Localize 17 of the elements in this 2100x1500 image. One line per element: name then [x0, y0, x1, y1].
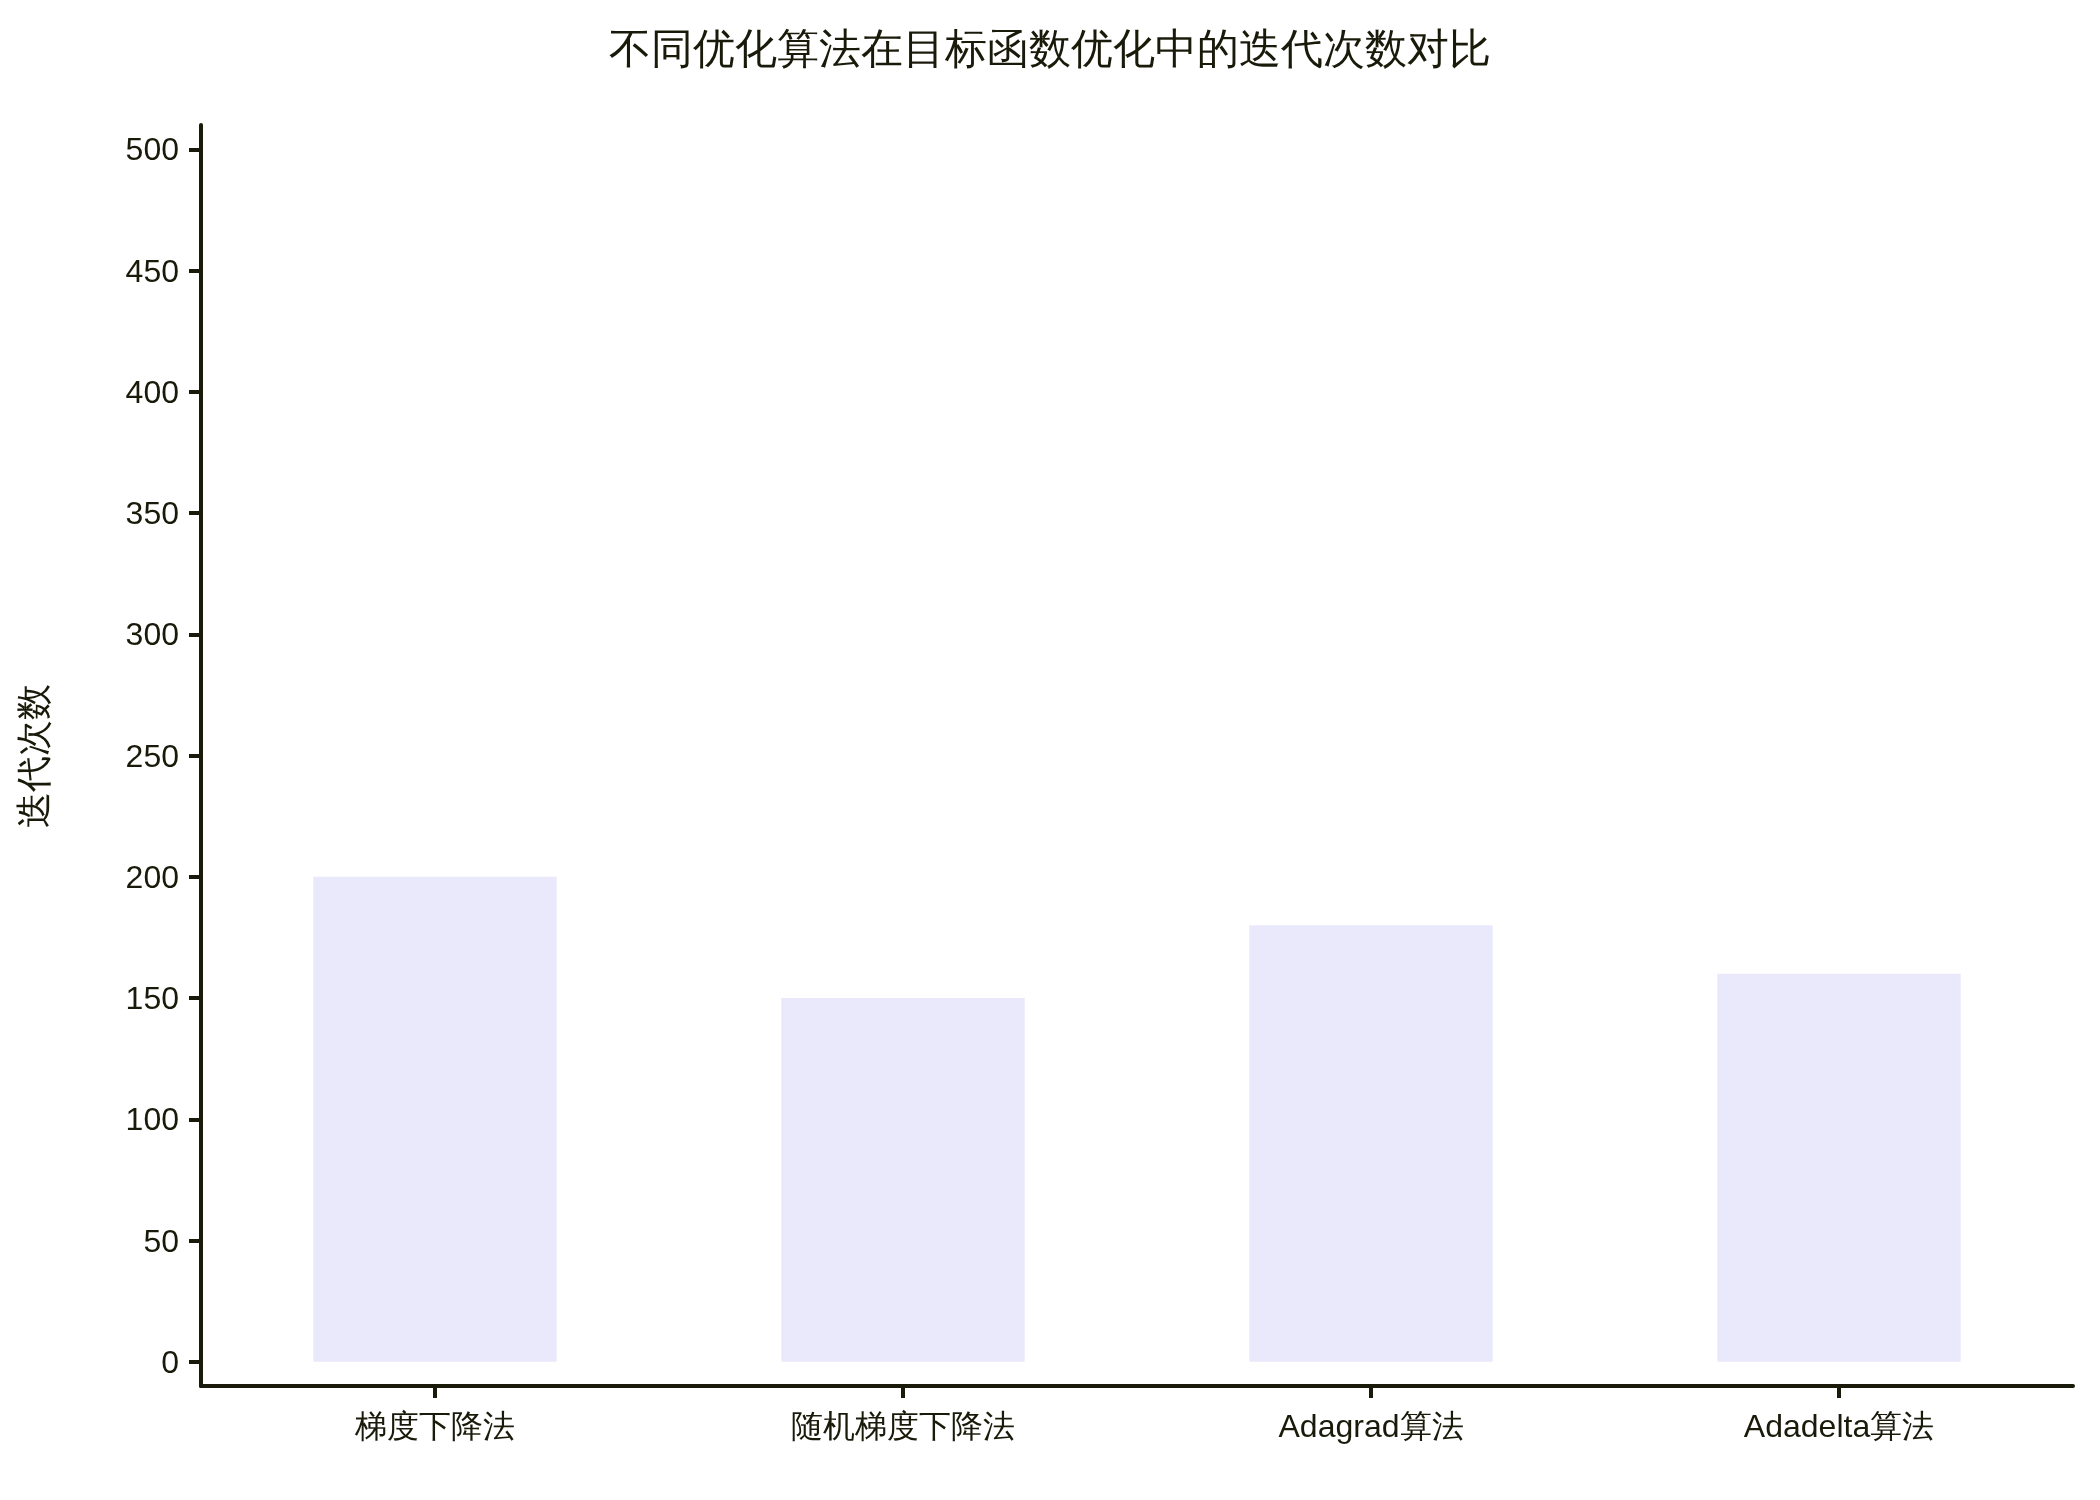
chart-title: 不同优化算法在目标函数优化中的迭代次数对比: [609, 24, 1491, 72]
y-axis-title: 迭代次数: [12, 683, 54, 828]
y-tick-label: 100: [125, 1101, 179, 1138]
x-tick-label: Adadelta算法: [1743, 1408, 1935, 1444]
x-tick-label: 梯度下降法: [354, 1408, 515, 1444]
y-tick-label: 250: [125, 737, 179, 774]
y-tick-label: 400: [125, 373, 179, 410]
y-tick-label: 0: [161, 1343, 179, 1380]
y-tick-label: 500: [125, 131, 179, 168]
y-tick-label: 150: [125, 980, 179, 1016]
y-tick-label: 300: [125, 616, 179, 653]
x-tick-label: Adagrad算法: [1278, 1408, 1464, 1444]
y-tick-label: 350: [125, 495, 179, 531]
y-tick-label: 200: [125, 858, 179, 895]
y-tick-label: 50: [143, 1222, 179, 1259]
x-tick-label: 随机梯度下降法: [791, 1408, 1015, 1444]
y-tick-label: 450: [125, 252, 179, 289]
